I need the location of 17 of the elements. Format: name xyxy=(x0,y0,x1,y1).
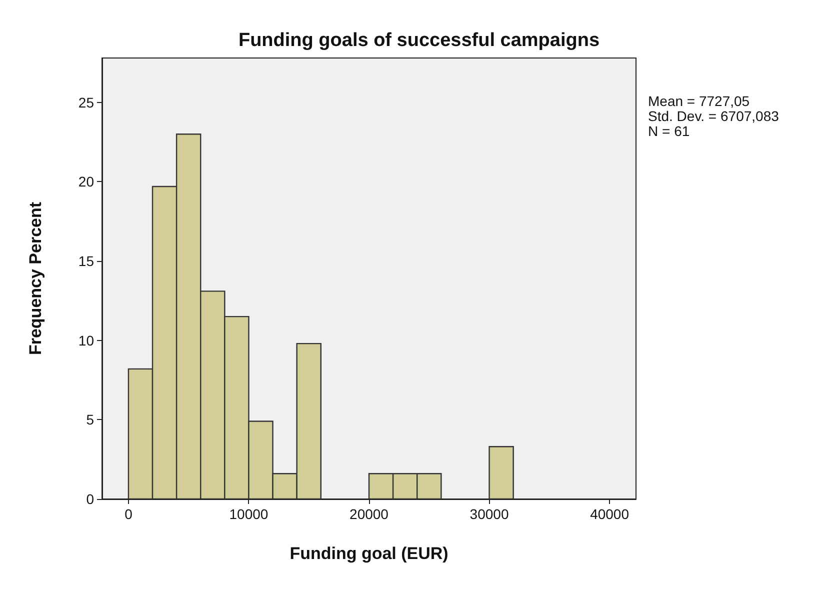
text: N = 61 xyxy=(648,123,690,139)
y-tick-label: 0 xyxy=(86,491,94,507)
x-tick-label: 40000 xyxy=(590,506,630,522)
text: Std. Dev. = 6707,083 xyxy=(648,108,780,124)
x-tick-label: 0 xyxy=(124,506,133,522)
y-tick-label: 5 xyxy=(86,412,94,428)
x-tick-label: 20000 xyxy=(350,506,389,522)
y-axis-title: Frequency Percent xyxy=(26,202,45,356)
text: Mean = 7727,05 xyxy=(648,93,750,109)
x-axis-title: Funding goal (EUR) xyxy=(290,544,448,563)
chart-title: Funding goals of successful campaigns xyxy=(238,30,600,51)
y-tick-label: 15 xyxy=(78,253,94,270)
y-tick-label: 20 xyxy=(78,174,94,190)
y-tick-label: 10 xyxy=(78,332,94,348)
y-tick-label: 25 xyxy=(78,94,94,110)
x-tick-label: 30000 xyxy=(470,506,509,522)
x-tick-label: 10000 xyxy=(229,506,268,522)
